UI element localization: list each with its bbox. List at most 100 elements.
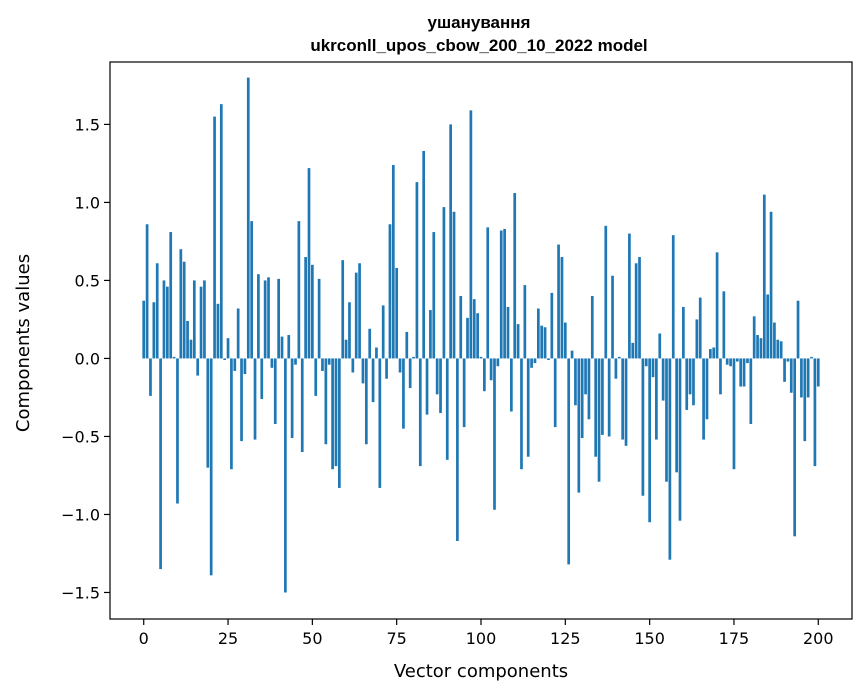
bar-25: [226, 338, 230, 359]
bar-49: [307, 168, 311, 359]
bar-150: [648, 358, 651, 523]
bar-185: [766, 294, 770, 359]
y-tick-label: −1.0: [61, 505, 100, 524]
bar-64: [358, 263, 361, 359]
bar-89: [442, 207, 446, 359]
bar-8: [169, 232, 173, 359]
bar-149: [644, 358, 648, 367]
bar-37: [267, 277, 270, 359]
bar-173: [725, 358, 729, 365]
bar-199: [813, 358, 817, 467]
bar-35: [260, 358, 264, 400]
bar-92: [452, 211, 456, 359]
y-tick-label: 0.0: [75, 349, 100, 368]
y-axis-label: Components values: [13, 254, 34, 432]
bar-125: [563, 322, 567, 359]
bar-71: [381, 305, 385, 359]
bar-54: [324, 358, 328, 445]
bar-200: [816, 358, 820, 387]
bar-121: [550, 292, 554, 359]
bar-162: [688, 358, 692, 395]
bar-87: [435, 358, 439, 395]
bar-134: [594, 358, 598, 457]
bar-127: [570, 350, 574, 359]
bar-169: [712, 347, 716, 359]
bar-175: [732, 358, 736, 470]
bar-61: [348, 302, 351, 359]
bar-67: [368, 328, 372, 359]
bar-36: [263, 280, 267, 359]
bar-111: [516, 324, 520, 359]
bar-18: [203, 280, 206, 359]
bar-86: [432, 232, 436, 359]
bar-194: [796, 300, 800, 359]
bar-101: [483, 358, 486, 392]
bar-119: [543, 327, 547, 359]
bar-108: [506, 306, 510, 359]
bar-117: [536, 308, 540, 359]
bar-60: [344, 339, 348, 359]
bar-30: [243, 358, 247, 375]
bar-77: [402, 358, 405, 429]
bar-157: [671, 235, 675, 359]
bar-172: [722, 291, 726, 359]
bar-136: [601, 358, 604, 435]
bar-39: [273, 358, 277, 424]
bar-113: [523, 285, 527, 359]
bar-73: [388, 224, 392, 359]
bar-46: [297, 221, 301, 359]
bar-195: [800, 358, 803, 398]
bar-135: [597, 358, 601, 482]
bar-44: [290, 358, 294, 439]
bar-2: [149, 358, 152, 396]
bar-51: [314, 358, 318, 396]
bar-58: [338, 358, 341, 488]
bar-106: [499, 230, 503, 359]
bar-91: [449, 124, 452, 359]
bar-88: [439, 358, 442, 414]
bar-65: [361, 358, 365, 384]
bar-103: [489, 358, 493, 381]
bar-177: [739, 358, 743, 387]
bar-158: [675, 358, 678, 473]
bar-80: [412, 356, 415, 359]
bar-47: [300, 358, 304, 453]
bar-152: [655, 358, 658, 440]
bar-129: [577, 358, 581, 493]
bars-group: [142, 77, 820, 593]
bar-48: [304, 257, 307, 359]
bar-28: [236, 308, 240, 359]
bar-105: [496, 358, 500, 367]
bar-192: [789, 358, 793, 393]
bar-93: [456, 358, 459, 541]
bar-153: [658, 333, 662, 359]
bar-181: [752, 316, 756, 359]
bar-31: [246, 77, 250, 359]
bar-100: [479, 356, 483, 359]
bar-6: [162, 280, 166, 359]
bar-15: [192, 280, 196, 359]
bar-145: [631, 342, 635, 359]
chart-title: ушанування: [428, 13, 531, 32]
bar-196: [803, 358, 807, 442]
x-tick-label: 125: [550, 629, 581, 648]
bar-170: [715, 252, 719, 359]
x-tick-label: 100: [466, 629, 497, 648]
bar-4: [155, 263, 159, 359]
bar-171: [719, 358, 722, 395]
bar-94: [459, 296, 463, 359]
x-tick-label: 175: [719, 629, 750, 648]
bar-156: [668, 358, 672, 560]
y-axis-ticks: −1.5 −1.0 −0.5 0.0 0.5 1.0 1.5: [61, 115, 110, 602]
bar-56: [331, 358, 334, 470]
bar-90: [445, 358, 449, 460]
bar-24: [223, 358, 227, 360]
bar-45: [294, 358, 297, 365]
bar-130: [580, 358, 584, 439]
chart-subtitle: ukrconll_upos_cbow_200_10_2022 model: [310, 36, 647, 55]
x-axis-label: Vector components: [394, 661, 568, 682]
bar-99: [476, 313, 479, 359]
x-tick-label: 200: [803, 629, 834, 648]
bar-62: [351, 358, 355, 373]
bar-137: [604, 225, 608, 359]
